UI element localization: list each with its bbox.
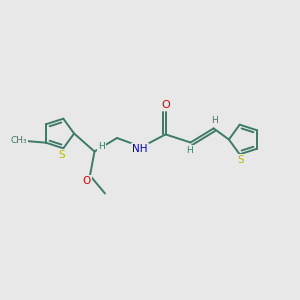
Text: H: H xyxy=(98,142,104,152)
Text: O: O xyxy=(162,100,171,110)
Text: H: H xyxy=(186,146,193,155)
Text: CH₃: CH₃ xyxy=(11,136,27,145)
Text: S: S xyxy=(238,155,244,165)
Text: S: S xyxy=(58,150,65,160)
Text: O: O xyxy=(82,176,91,186)
Text: NH: NH xyxy=(132,144,148,154)
Text: H: H xyxy=(212,116,218,125)
